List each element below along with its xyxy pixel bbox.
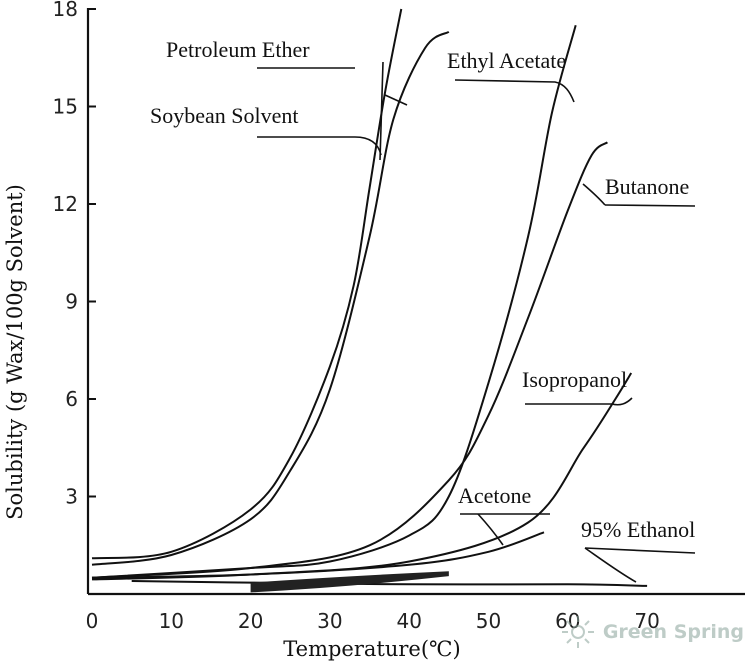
label-leader-line bbox=[384, 94, 408, 106]
series-line-95-ethanol bbox=[131, 580, 648, 587]
label-petroleum-ether: Petroleum Ether bbox=[166, 37, 310, 62]
y-tick-label: 18 bbox=[53, 0, 78, 21]
label-leader-line bbox=[477, 513, 504, 546]
label-acetone: Acetone bbox=[458, 483, 531, 508]
overlap-band bbox=[250, 571, 449, 593]
green-spring-watermark: Green Spring bbox=[559, 613, 744, 651]
x-tick-label: 20 bbox=[238, 609, 263, 633]
label-leader-line bbox=[257, 136, 382, 156]
y-axis-title: Solubility (g Wax/100g Solvent) bbox=[3, 184, 27, 520]
series-line-acetone bbox=[91, 531, 545, 579]
series-line-petroleum-ether bbox=[91, 8, 403, 560]
label-butanone: Butanone bbox=[605, 174, 689, 199]
y-tick-label: 3 bbox=[65, 485, 78, 509]
y-tick-label: 12 bbox=[53, 192, 78, 216]
y-tick-label: 9 bbox=[65, 290, 78, 314]
label-leader-line bbox=[582, 183, 606, 206]
label-leader-line bbox=[584, 547, 637, 583]
label-leader-line bbox=[379, 61, 384, 161]
label-leader-line bbox=[584, 547, 696, 554]
label-soybean-solvent: Soybean Solvent bbox=[150, 103, 299, 128]
x-tick-label: 10 bbox=[159, 609, 184, 633]
label-leader-lines bbox=[257, 61, 696, 583]
x-tick-label: 50 bbox=[476, 609, 501, 633]
label-leader-line bbox=[604, 204, 696, 207]
x-tick-label: 40 bbox=[396, 609, 421, 633]
y-tick-label: 6 bbox=[65, 387, 78, 411]
x-axis-ticks: 0 10 20 30 40 50 60 70 bbox=[86, 609, 660, 633]
label-isopropanol: Isopropanol bbox=[522, 367, 627, 392]
watermark-text: Green Spring bbox=[602, 621, 744, 643]
label-leader-line bbox=[525, 397, 633, 406]
x-tick-label: 70 bbox=[634, 609, 659, 633]
y-tick-label: 15 bbox=[53, 95, 78, 119]
label-leader-line bbox=[454, 79, 575, 103]
x-tick-label: 30 bbox=[317, 609, 342, 633]
x-axis-title: Temperature(℃) bbox=[283, 637, 460, 661]
sun-logo-icon bbox=[561, 616, 594, 648]
label-ethyl-acetate: Ethyl Acetate bbox=[447, 48, 566, 73]
series-curves bbox=[91, 8, 648, 593]
series-line-soybean-solvent bbox=[91, 30, 450, 566]
x-tick-label: 0 bbox=[86, 609, 99, 633]
label-95-ethanol: 95% Ethanol bbox=[581, 517, 695, 542]
y-axis-ticks: 3 6 9 12 15 18 bbox=[53, 0, 96, 509]
series-line-butanone bbox=[91, 141, 609, 579]
